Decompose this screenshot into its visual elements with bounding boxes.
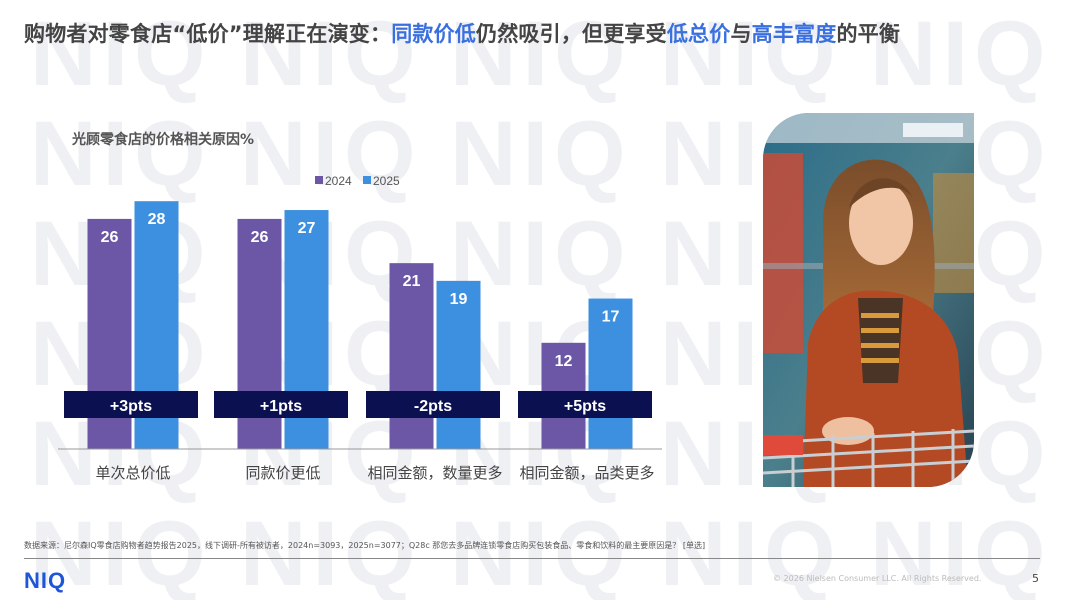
change-band xyxy=(366,391,500,418)
copyright-text: © 2026 Nielsen Consumer LLC. All Rights … xyxy=(773,574,982,583)
change-label: +3pts xyxy=(110,398,152,415)
data-label-2025: 19 xyxy=(450,291,468,308)
legend-label-2025: 2025 xyxy=(373,174,400,188)
title-segment: 仍然吸引，但更享受 xyxy=(476,22,667,46)
footer-divider xyxy=(24,558,1040,559)
title-segment: 与 xyxy=(730,22,752,46)
legend-swatch-2025 xyxy=(363,176,371,184)
data-label-2025: 28 xyxy=(148,211,166,228)
change-label: +5pts xyxy=(564,398,606,415)
legend-swatch-2024 xyxy=(315,176,323,184)
page-number: 5 xyxy=(1032,572,1039,585)
category-label: 相同金额，数量更多 xyxy=(367,464,502,482)
change-band xyxy=(214,391,348,418)
page-title: 购物者对零食店“低价”理解正在演变：同款价低仍然吸引，但更享受低总价与高丰富度的… xyxy=(24,18,1044,48)
change-band xyxy=(64,391,198,418)
watermark-mark: NIQ xyxy=(870,503,1052,600)
legend-label-2024: 2024 xyxy=(325,174,352,188)
data-label-2024: 21 xyxy=(403,273,421,290)
bar-2024 xyxy=(389,263,434,449)
data-label-2024: 26 xyxy=(101,229,119,246)
shopper-photo xyxy=(763,113,974,487)
title-segment: 购物者对零食店“低价”理解正在演变： xyxy=(24,22,392,46)
category-label: 单次总价低 xyxy=(95,464,170,482)
watermark-mark: NIQ xyxy=(660,503,842,600)
data-label-2025: 27 xyxy=(298,220,316,237)
watermark-mark: NIQ xyxy=(240,503,422,600)
data-label-2025: 17 xyxy=(602,309,620,326)
source-footnote: 数据来源：尼尔森IQ零食店购物者趋势报告2025，线下调研-所有被访者，2024… xyxy=(24,541,706,550)
change-band xyxy=(518,391,652,418)
change-label: +1pts xyxy=(260,398,302,415)
title-highlight: 低总价 xyxy=(666,22,731,46)
bar-2025 xyxy=(436,280,481,449)
data-label-2024: 12 xyxy=(555,353,573,370)
category-label: 同款价更低 xyxy=(245,464,320,482)
title-highlight: 高丰富度 xyxy=(751,22,837,46)
niq-logo: NIQ xyxy=(24,568,67,593)
title-highlight: 同款价低 xyxy=(391,22,477,46)
bar-chart: 2024 2025 26 28 +3pts 单次总价低 26 27 +1pts 同款价更低 21 19… xyxy=(58,174,662,482)
title-segment: 的平衡 xyxy=(836,22,901,46)
change-label: -2pts xyxy=(414,398,452,415)
data-label-2024: 26 xyxy=(251,229,269,246)
watermark-mark: NIQ xyxy=(450,503,632,600)
chart-title: 光顾零食店的价格相关原因% xyxy=(72,132,255,148)
bar-2025 xyxy=(588,298,633,449)
category-label: 相同金额，品类更多 xyxy=(519,464,654,482)
